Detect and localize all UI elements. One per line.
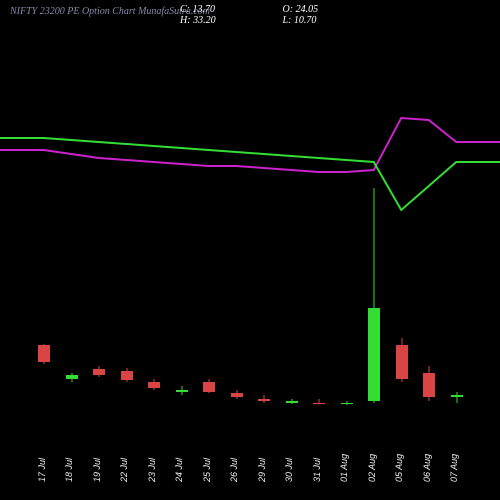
x-axis-labels: 17 Jul 18 Jul 19 Jul 22 Jul 23 Jul 24 Jul 25 J… [0,440,500,500]
candle [44,0,45,410]
x-axis-label: 23 Jul [147,458,157,482]
x-axis-label: 01 Aug [339,454,349,482]
x-axis-label: 19 Jul [92,458,102,482]
x-axis-label: 31 Jul [312,458,322,482]
candle [236,0,237,410]
candlestick-panel [0,0,500,410]
x-axis-label: 25 Jul [202,458,212,482]
candle [154,0,155,410]
x-axis-label: 17 Jul [37,458,47,482]
x-axis-label: 05 Aug [394,454,404,482]
candle [99,0,100,410]
candle [429,0,430,410]
x-axis-label: 02 Aug [367,454,377,482]
candle [319,0,320,410]
candle [264,0,265,410]
x-axis-label: 22 Jul [119,458,129,482]
candle [181,0,182,410]
x-axis-label: 06 Aug [422,454,432,482]
chart-container: NIFTY 23200 PE Option Chart MunafaSutra.… [0,0,500,500]
candle [346,0,347,410]
candle [401,0,402,410]
x-axis-label: 18 Jul [64,458,74,482]
x-axis-label: 29 Jul [257,458,267,482]
candle [291,0,292,410]
x-axis-label: 30 Jul [284,458,294,482]
candle [209,0,210,410]
x-axis-label: 26 Jul [229,458,239,482]
x-axis-label: 24 Jul [174,458,184,482]
candle [71,0,72,410]
candle [456,0,457,410]
x-axis-label: 07 Aug [449,454,459,482]
candle [126,0,127,410]
candle [374,0,375,410]
